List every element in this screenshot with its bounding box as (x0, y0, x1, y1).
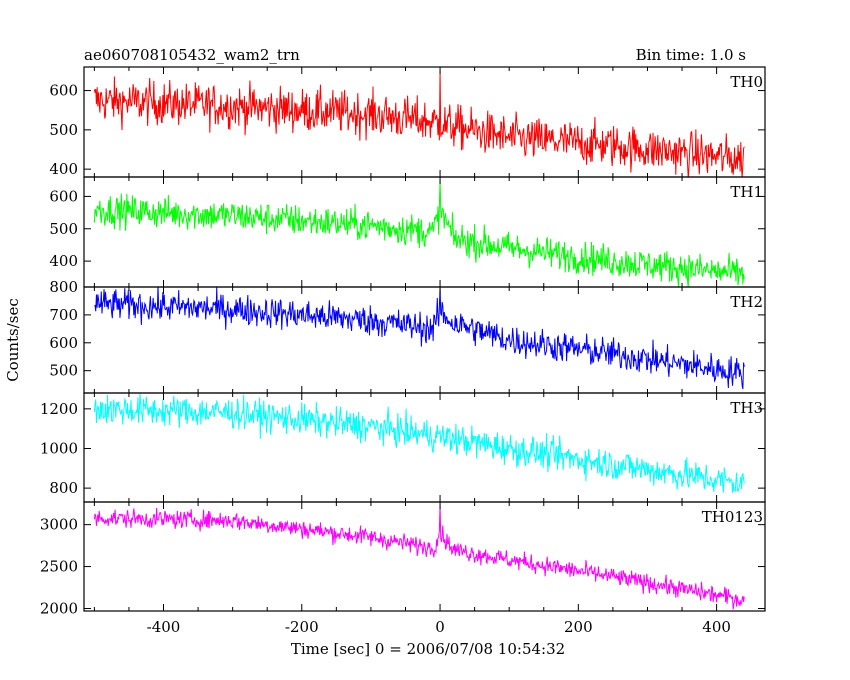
y-tick-label-th0123: 2000 (40, 599, 78, 617)
panel-label-th3: TH3 (730, 399, 763, 417)
y-tick-label-th2: 600 (49, 334, 78, 352)
panel-frame-th2 (83, 286, 766, 394)
series-line-th0123 (93, 504, 745, 610)
y-tick-label-th1: 400 (49, 252, 78, 270)
series-line-th1 (93, 180, 745, 287)
panel-label-th1: TH1 (730, 183, 763, 201)
y-axis-label: Counts/sec (4, 298, 22, 382)
series-line-th2 (94, 287, 745, 390)
y-tick-label-th0: 400 (49, 160, 78, 178)
series-line-th3 (93, 393, 745, 493)
x-tick-label: -400 (147, 618, 181, 636)
y-tick-label-th1: 600 (49, 187, 78, 205)
y-tick-label-th1: 500 (49, 220, 78, 238)
x-axis-label: Time [sec] 0 = 2006/07/08 10:54:32 (291, 640, 565, 658)
panel-frame-th0123 (83, 501, 766, 612)
x-tick-label: 0 (435, 618, 445, 636)
y-tick-label-th0123: 2500 (40, 558, 78, 576)
panels-group: 400 500 600 TH0 400 500 600 TH1 500 600 700 800 TH2 8… (40, 66, 766, 636)
x-tick-label: 400 (702, 618, 731, 636)
chart-title: ae060708105432_wam2_trn (84, 46, 300, 64)
x-tick-label: 200 (564, 618, 593, 636)
y-tick-label-th3: 1000 (40, 439, 78, 457)
panel-label-th0: TH0 (730, 73, 763, 91)
y-tick-label-th3: 1200 (40, 400, 78, 418)
panel-frame-th1 (83, 176, 766, 288)
y-tick-label-th2: 500 (49, 362, 78, 380)
y-tick-label-th3: 800 (49, 479, 78, 497)
y-tick-label-th0123: 3000 (40, 516, 78, 534)
x-tick-label: -200 (285, 618, 319, 636)
bin-time-label: Bin time: 1.0 s (636, 46, 746, 64)
panel-label-th0123: TH0123 (702, 508, 763, 526)
series-line-th0 (93, 70, 745, 177)
y-tick-label-th2: 700 (49, 306, 78, 324)
panel-label-th2: TH2 (730, 293, 763, 311)
y-tick-label-th2: 800 (49, 278, 78, 296)
y-tick-label-th0: 600 (49, 82, 78, 100)
y-tick-label-th0: 500 (49, 121, 78, 139)
panel-frame-th0 (83, 66, 766, 178)
